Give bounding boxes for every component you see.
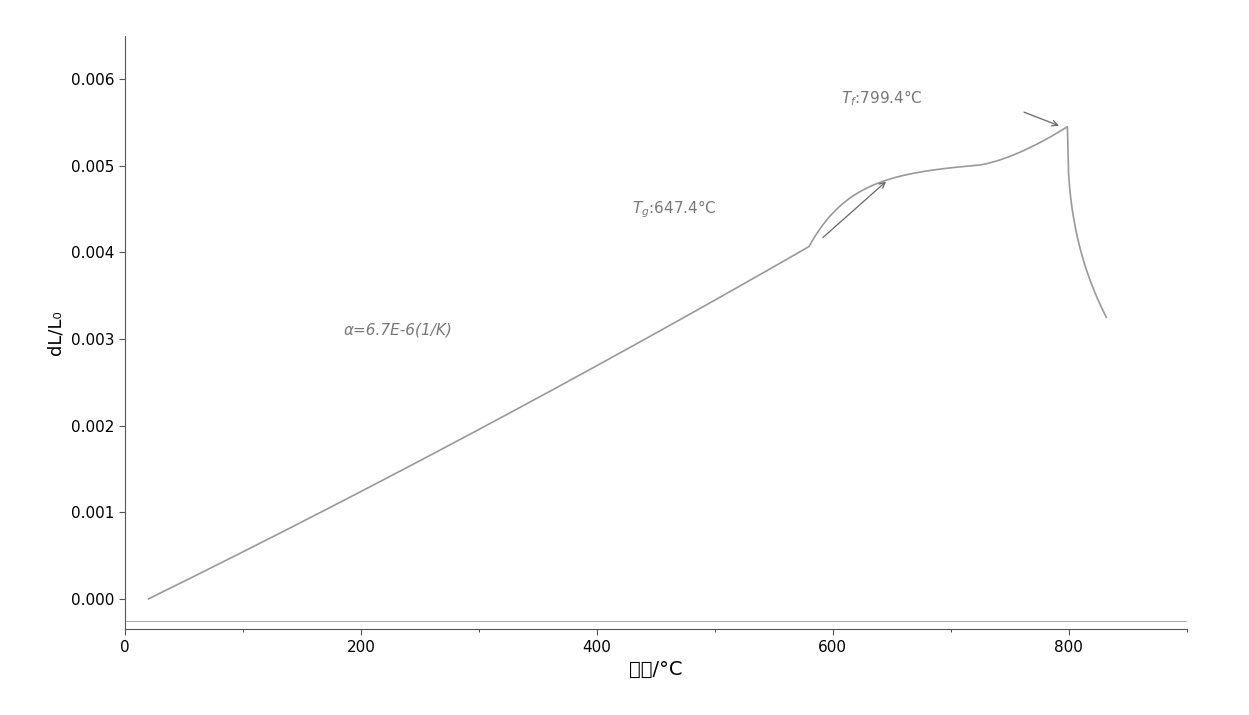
Y-axis label: dL/L₀: dL/L₀ [46,310,64,355]
X-axis label: 温度/°C: 温度/°C [629,660,682,679]
Text: $T_g$:647.4°C: $T_g$:647.4°C [632,199,717,220]
Text: $T_f$:799.4°C: $T_f$:799.4°C [841,89,923,108]
Text: α=6.7E-6(1/K): α=6.7E-6(1/K) [343,322,452,337]
